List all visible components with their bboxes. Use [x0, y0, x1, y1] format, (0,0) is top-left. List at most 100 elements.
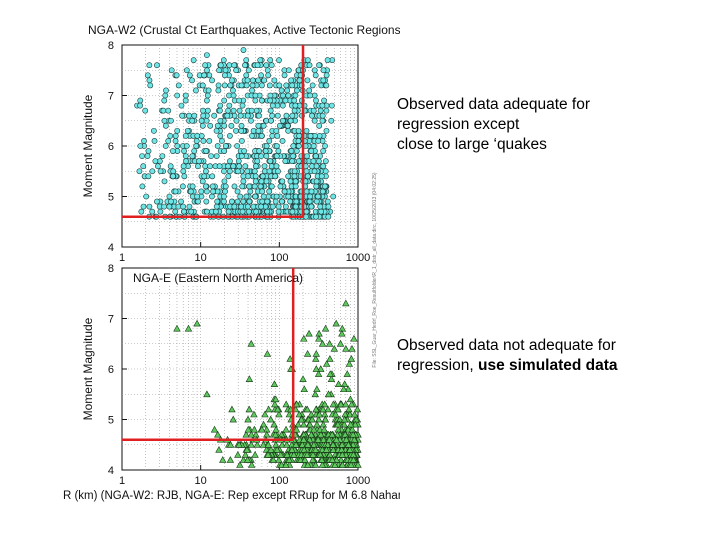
data-point [333, 430, 342, 438]
data-point [287, 178, 294, 185]
data-point [276, 122, 283, 129]
data-point [263, 153, 270, 159]
data-point [288, 148, 295, 154]
data-point [252, 163, 259, 170]
data-point [180, 203, 187, 210]
data-point [214, 143, 221, 149]
data-point [178, 198, 184, 205]
data-point [342, 344, 350, 352]
data-point [226, 456, 235, 463]
data-point [332, 319, 340, 327]
data-point [304, 440, 312, 448]
annotation-line: Observed data adequate for [397, 96, 591, 113]
data-point [259, 173, 266, 180]
data-point [324, 57, 331, 64]
data-point [210, 425, 219, 433]
data-point [162, 143, 169, 149]
data-point [310, 143, 317, 149]
data-point [301, 456, 309, 463]
data-point [188, 208, 195, 215]
data-point [313, 385, 321, 393]
data-point [221, 168, 227, 175]
data-point [320, 67, 327, 74]
data-point [315, 334, 323, 342]
data-point [304, 77, 311, 84]
data-point [242, 163, 249, 170]
data-point [271, 430, 280, 438]
data-point [340, 380, 349, 388]
data-point [323, 72, 330, 79]
data-point [209, 183, 216, 190]
data-point [211, 112, 218, 119]
data-point [305, 435, 314, 443]
data-point [291, 173, 298, 180]
data-point [215, 87, 222, 94]
data-point [273, 143, 280, 149]
data-point [259, 440, 268, 448]
data-point [334, 380, 343, 388]
data-point [251, 168, 258, 175]
data-point [306, 62, 313, 69]
data-point [331, 461, 339, 468]
data-point [209, 77, 215, 84]
data-point [230, 107, 237, 114]
data-point [226, 132, 233, 139]
data-point [183, 67, 190, 74]
data-point [264, 440, 273, 448]
data-point [273, 445, 281, 453]
data-point [212, 208, 219, 215]
data-point [309, 456, 317, 463]
data-point [203, 97, 210, 104]
data-point [303, 188, 310, 195]
data-point [226, 168, 233, 175]
data-point [320, 163, 327, 170]
data-point [166, 193, 173, 200]
data-point [339, 385, 348, 393]
data-point [258, 425, 266, 433]
data-point [274, 112, 281, 119]
data-point [181, 208, 187, 215]
data-point [145, 173, 152, 180]
data-point [267, 107, 274, 114]
data-point [174, 143, 181, 149]
magnitude-distance-figure: 1 10 100 1000 4 5 6 7 8 NGA-W2 (Crustal Ct Earthq… [63, 23, 400, 502]
data-point [243, 456, 252, 463]
data-point [204, 92, 211, 99]
data-point [330, 193, 337, 200]
data-point [304, 173, 311, 180]
data-point [276, 82, 283, 89]
data-point [215, 82, 222, 89]
data-point [326, 370, 334, 377]
data-point [229, 77, 235, 84]
data-point [290, 143, 297, 149]
data-point [317, 430, 325, 438]
data-point [258, 97, 265, 104]
data-point [351, 420, 359, 428]
data-point [261, 77, 268, 84]
data-point [221, 72, 228, 79]
data-point [165, 107, 172, 114]
data-point [236, 163, 243, 170]
data-point [319, 117, 326, 124]
data-point [348, 344, 356, 352]
data-point [346, 395, 355, 403]
data-point [269, 203, 276, 210]
data-point [298, 440, 307, 448]
data-point [201, 72, 208, 79]
data-point [342, 299, 350, 307]
data-point [295, 410, 303, 418]
data-point [349, 430, 357, 438]
data-point [179, 183, 186, 190]
data-point [344, 440, 353, 448]
x-tick-label: 100 [270, 475, 288, 487]
data-point [165, 138, 172, 144]
data-point [306, 198, 313, 205]
data-point [264, 451, 272, 458]
data-point [233, 117, 240, 124]
data-point [279, 102, 286, 109]
y-axis-label: Moment Magnitude [81, 94, 95, 197]
data-point [259, 82, 265, 89]
data-point [247, 339, 255, 347]
data-point [314, 370, 323, 377]
data-point [238, 127, 245, 134]
